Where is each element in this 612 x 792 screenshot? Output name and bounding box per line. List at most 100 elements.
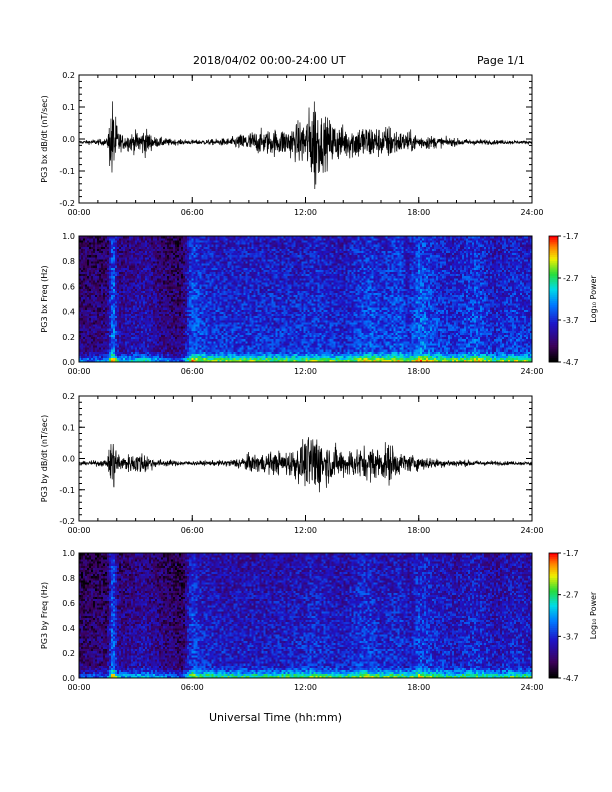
heatmap-cell: [165, 282, 168, 285]
heatmap-cell: [215, 349, 218, 352]
heatmap-cell: [217, 326, 220, 329]
heatmap-cell: [189, 353, 192, 356]
heatmap-cell: [151, 315, 154, 319]
heatmap-cell: [177, 355, 180, 359]
heatmap-cell: [149, 259, 152, 262]
heatmap-cell: [231, 273, 234, 277]
heatmap-cell: [95, 307, 98, 310]
heatmap-cell: [225, 307, 228, 310]
heatmap-cell: [203, 244, 206, 247]
heatmap-cell: [205, 296, 208, 300]
heatmap-cell: [157, 305, 160, 308]
heatmap-cell: [159, 320, 162, 323]
heatmap-cell: [93, 282, 96, 285]
heatmap-cell: [137, 296, 140, 300]
heatmap-cell: [169, 332, 172, 335]
heatmap-cell: [193, 288, 196, 291]
heatmap-cell: [97, 273, 100, 277]
heatmap-cell: [215, 345, 218, 348]
heatmap-cell: [87, 250, 90, 254]
heatmap-cell: [109, 313, 112, 317]
heatmap-cell: [225, 313, 228, 317]
heatmap-cell: [143, 336, 146, 340]
heatmap-cell: [201, 330, 204, 333]
heatmap-cell: [203, 254, 206, 258]
heatmap-cell: [221, 280, 224, 283]
heatmap-cell: [233, 313, 236, 317]
heatmap-cell: [137, 271, 140, 275]
heatmap-cell: [103, 252, 106, 256]
heatmap-cell: [149, 261, 152, 264]
heatmap-cell: [213, 267, 216, 270]
heatmap-cell: [165, 292, 168, 296]
heatmap-cell: [105, 309, 108, 312]
x-tick-label: 24:00: [520, 208, 543, 217]
heatmap-cell: [191, 236, 194, 239]
heatmap-cell: [135, 267, 138, 270]
heatmap-cell: [115, 336, 118, 340]
heatmap-cell: [217, 294, 220, 298]
heatmap-cell: [201, 313, 204, 317]
heatmap-cell: [103, 246, 106, 249]
heatmap-cell: [221, 341, 224, 344]
heatmap-cell: [223, 309, 226, 312]
heatmap-cell: [135, 332, 138, 335]
heatmap-cell: [125, 305, 128, 308]
heatmap-cell: [87, 343, 90, 346]
heatmap-cell: [207, 294, 210, 298]
heatmap-cell: [89, 353, 92, 356]
heatmap-cell: [163, 280, 166, 283]
heatmap-cell: [235, 326, 238, 329]
heatmap-cell: [181, 299, 184, 302]
heatmap-cell: [209, 273, 212, 277]
heatmap-cell: [201, 336, 204, 340]
heatmap-cell: [171, 299, 174, 302]
heatmap-cell: [181, 338, 184, 342]
heatmap-cell: [163, 347, 166, 350]
heatmap-cell: [203, 305, 206, 308]
heatmap-cell: [157, 299, 160, 302]
heatmap-cell: [147, 307, 150, 310]
heatmap-cell: [163, 326, 166, 329]
heatmap-cell: [189, 345, 192, 348]
heatmap-cell: [221, 317, 224, 321]
heatmap-cell: [221, 313, 224, 317]
heatmap-cell: [125, 286, 128, 289]
heatmap-cell: [201, 257, 204, 260]
heatmap-cell: [125, 324, 128, 327]
heatmap-cell: [125, 248, 128, 251]
heatmap-cell: [159, 336, 162, 340]
heatmap-cell: [83, 280, 86, 283]
heatmap-cell: [171, 355, 174, 359]
heatmap-cell: [115, 250, 118, 254]
heatmap-cell: [121, 278, 124, 281]
heatmap-cell: [111, 359, 114, 363]
heatmap-cell: [221, 343, 224, 346]
heatmap-cell: [193, 301, 196, 304]
heatmap-cell: [215, 309, 218, 312]
heatmap-cell: [211, 332, 214, 335]
heatmap-cell: [163, 244, 166, 247]
heatmap-cell: [215, 359, 218, 363]
heatmap-cell: [109, 347, 112, 350]
heatmap-cell: [171, 359, 174, 363]
heatmap-cell: [203, 324, 206, 327]
heatmap-cell: [189, 313, 192, 317]
heatmap-cell: [189, 267, 192, 270]
heatmap-cell: [205, 282, 208, 285]
heatmap-cell: [83, 311, 86, 314]
heatmap-cell: [203, 317, 206, 321]
heatmap-cell: [85, 359, 88, 363]
heatmap-cell: [115, 305, 118, 308]
heatmap-cell: [121, 242, 124, 245]
heatmap-cell: [117, 357, 120, 361]
heatmap-cell: [223, 259, 226, 262]
heatmap-cell: [115, 303, 118, 306]
heatmap-cell: [137, 315, 140, 319]
heatmap-cell: [159, 273, 162, 277]
heatmap-cell: [155, 248, 158, 251]
heatmap-cell: [207, 315, 210, 319]
heatmap-cell: [203, 259, 206, 262]
heatmap-cell: [155, 254, 158, 258]
heatmap-cell: [199, 307, 202, 310]
